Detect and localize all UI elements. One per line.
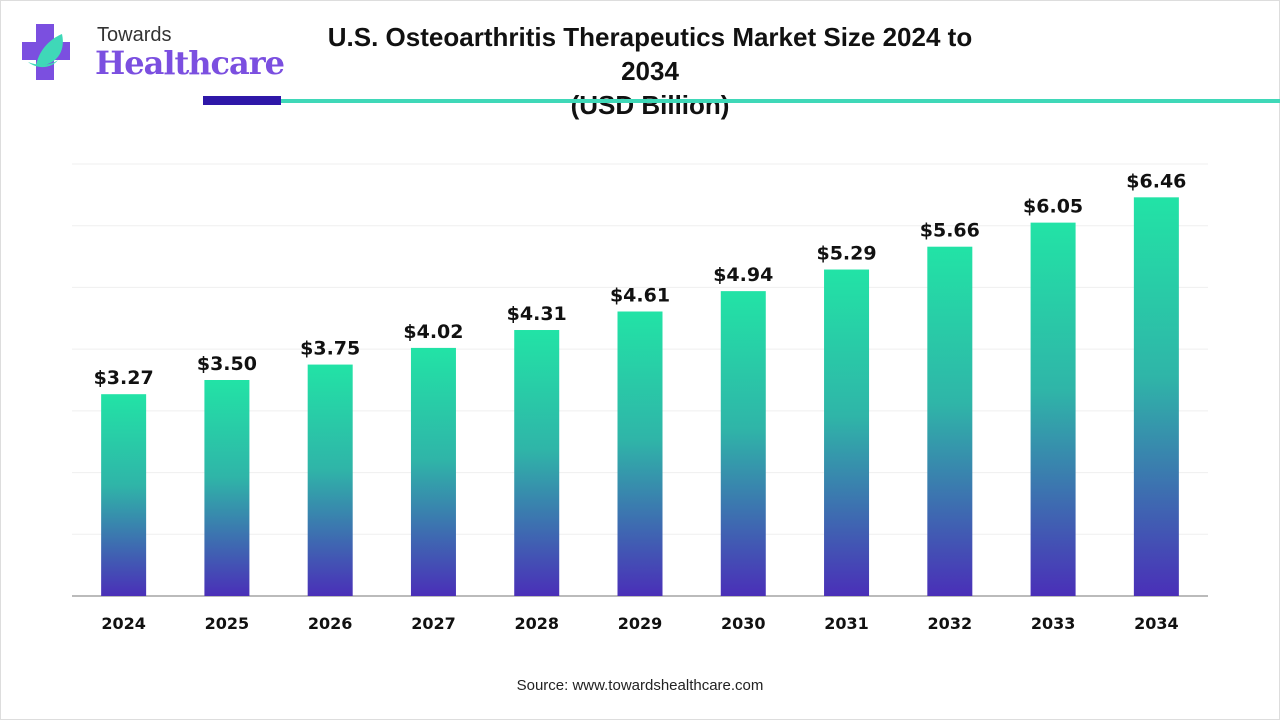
header-accent-teal [281,99,1280,103]
data-label: $3.75 [300,338,360,360]
data-label: $6.46 [1126,170,1186,192]
bar-2025 [204,380,250,596]
brand-logo: Towards Healthcare [22,22,285,82]
bar-2029 [617,311,663,596]
bar-2026 [307,364,353,596]
x-tick-label: 2026 [308,614,353,633]
x-tick-label: 2032 [928,614,973,633]
bar-2031 [824,269,870,596]
data-label: $4.94 [713,264,773,286]
x-tick-label: 2024 [101,614,146,633]
header-accent-dark [203,96,281,105]
bar-2032 [927,246,973,596]
bar-2033 [1030,222,1076,596]
data-label: $6.05 [1023,196,1083,218]
chart-subtitle: (USD Billion) [570,90,730,120]
data-label: $3.27 [94,367,154,389]
x-tick-label: 2025 [205,614,250,633]
x-tick-label: 2027 [411,614,456,633]
data-label: $5.66 [920,220,980,242]
source-note: Source: www.towardshealthcare.com [516,677,764,694]
bar-2030 [720,291,766,596]
x-tick-label: 2031 [824,614,869,633]
data-label: $3.50 [197,353,257,375]
x-tick-label: 2029 [618,614,663,633]
x-tick-label: 2034 [1134,614,1179,633]
data-label: $5.29 [816,243,876,265]
x-tick-label: 2030 [721,614,766,633]
medical-cross-leaf-icon [22,24,70,80]
chart-title: U.S. Osteoarthritis Therapeutics Market … [300,20,1000,122]
bar-2027 [410,347,456,596]
brand-line2: Healthcare [95,44,285,82]
data-label: $4.61 [610,284,670,306]
x-tick-label: 2028 [514,614,559,633]
bar-2024 [101,394,147,596]
data-label: $4.31 [507,303,567,325]
bar-2034 [1133,197,1179,596]
chart-title-main: U.S. Osteoarthritis Therapeutics Market … [327,22,973,86]
bar-2028 [514,330,560,596]
brand-line1: Towards [97,24,172,46]
x-tick-label: 2033 [1031,614,1076,633]
data-label: $4.02 [403,321,463,343]
